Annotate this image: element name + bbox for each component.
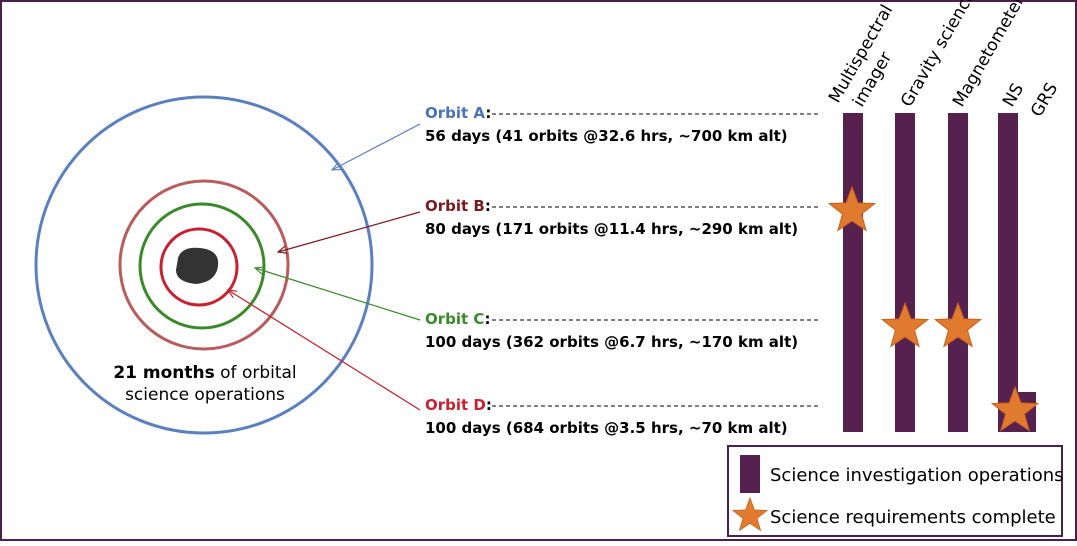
orbit-detail: 56 days (41 orbits @32.6 hrs, ~700 km al…	[425, 127, 788, 145]
instrument-label: NS	[999, 80, 1028, 110]
operations-bar	[998, 113, 1018, 432]
orbit-detail: 80 days (171 orbits @11.4 hrs, ~290 km a…	[425, 220, 798, 238]
operations-bar	[843, 113, 863, 432]
operations-bar	[948, 113, 968, 432]
legend	[727, 445, 1063, 537]
orbit-label: Orbit C:	[425, 310, 490, 328]
legend-swatch	[740, 455, 760, 493]
center-label: 21 months of orbital	[113, 363, 296, 383]
arrow	[332, 123, 421, 170]
orbit-b-ring	[118, 179, 290, 351]
legend-label: Science investigation operations	[770, 465, 1064, 486]
orbit-c-ring	[138, 202, 266, 330]
orbit-label: Orbit B:	[425, 197, 491, 215]
orbit-detail: 100 days (684 orbits @3.5 hrs, ~70 km al…	[425, 419, 788, 437]
center-label: science operations	[125, 385, 285, 405]
orbit-detail: 100 days (362 orbits @6.7 hrs, ~170 km a…	[425, 333, 798, 351]
asteroid	[176, 247, 219, 284]
orbit-a-ring	[34, 95, 374, 435]
orbit-d-ring	[159, 227, 239, 307]
arrow	[278, 211, 421, 252]
legend-label: Science requirements complete	[770, 507, 1056, 528]
arrow	[255, 268, 421, 321]
orbit-label: Orbit A:	[425, 104, 491, 122]
operations-bar	[895, 113, 915, 432]
arrow	[228, 290, 421, 411]
instrument-label: GRS	[1027, 80, 1062, 121]
orbit-label: Orbit D:	[425, 396, 492, 414]
